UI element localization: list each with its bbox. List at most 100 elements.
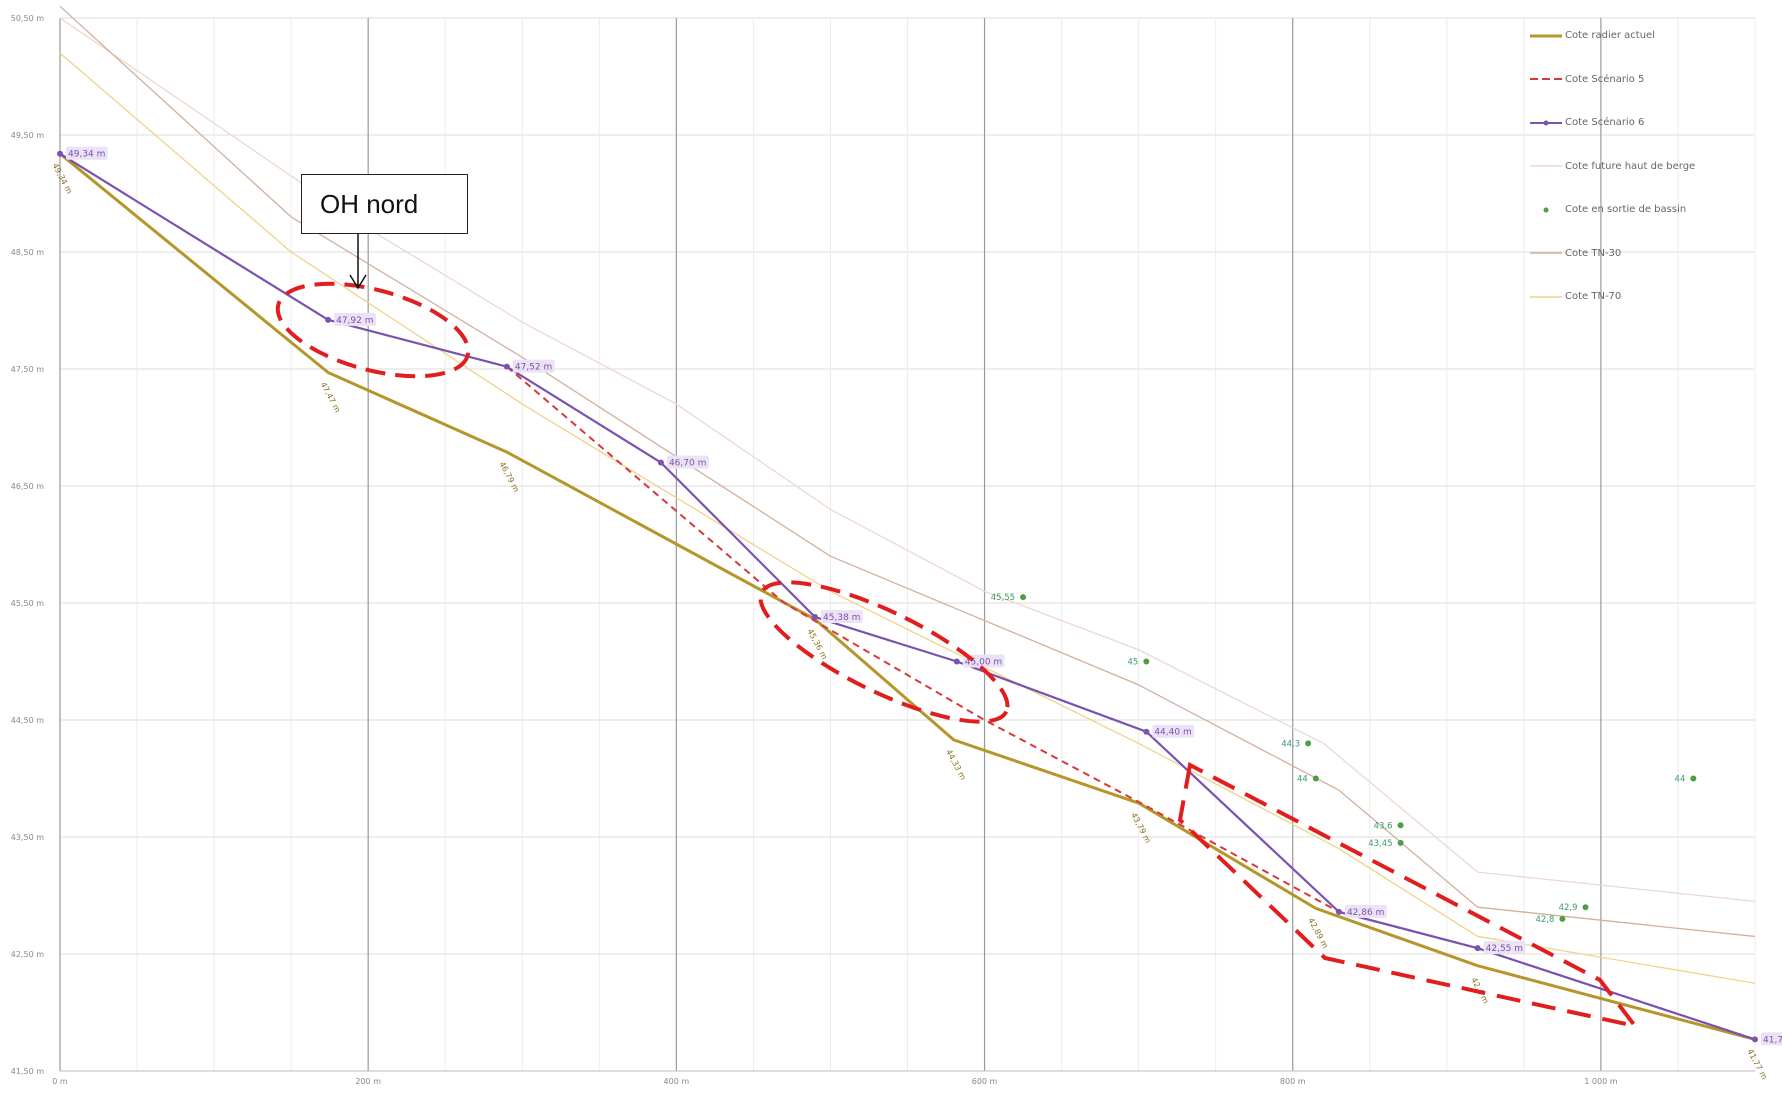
chart-tick-labels: 41,50 m 42,50 m 43,50 m 44,50 m 45,50 m 46,50… xyxy=(11,14,1618,1086)
chart-grid xyxy=(59,17,1756,1072)
data-label-bg xyxy=(334,312,376,326)
data-label-bg xyxy=(66,146,108,160)
data-label-sortie-bassin: 42,9 xyxy=(1559,903,1578,913)
data-label-sortie-bassin: 44 xyxy=(1297,775,1308,785)
data-point-scenario6 xyxy=(325,316,332,323)
legend-swatch xyxy=(1530,291,1562,303)
y-tick-label: 41,50 m xyxy=(11,1067,44,1076)
data-label-scenario6: 42,86 m xyxy=(1347,908,1384,918)
data-point-scenario6 xyxy=(1474,945,1481,952)
data-point-sortie-bassin xyxy=(1305,740,1312,747)
legend-swatch xyxy=(1530,117,1562,129)
data-label-sortie-bassin: 43,45 xyxy=(1368,839,1392,849)
data-point-scenario6 xyxy=(503,363,510,370)
y-tick-label: 50,50 m xyxy=(11,14,44,23)
data-point-sortie-bassin xyxy=(1559,915,1566,922)
series-line xyxy=(59,5,1756,938)
data-point-scenario6 xyxy=(812,614,819,621)
data-label-radier: 43,79 m xyxy=(1129,811,1153,845)
data-label-scenario6: 49,34 m xyxy=(68,150,105,160)
legend-swatch xyxy=(1530,73,1562,85)
data-label-bg xyxy=(962,654,1005,668)
annotation-arrow xyxy=(349,234,367,290)
data-point-scenario6 xyxy=(1335,908,1342,915)
x-tick-label: 800 m xyxy=(1280,1077,1306,1086)
x-tick-label: 200 m xyxy=(355,1077,381,1086)
x-tick-label: 0 m xyxy=(52,1077,68,1086)
data-label-radier: 49,34 m xyxy=(50,162,74,196)
legend-swatch xyxy=(1530,30,1562,42)
legend-item-scenario6: Cote Scénario 6 xyxy=(1530,101,1770,145)
data-label-radier: 46,79 m xyxy=(497,460,521,494)
y-tick-label: 48,50 m xyxy=(11,248,44,257)
data-label-bg xyxy=(1761,1032,1782,1046)
y-tick-label: 44,50 m xyxy=(11,716,44,725)
data-point-scenario6 xyxy=(1752,1036,1758,1043)
data-label-scenario6: 47,52 m xyxy=(515,363,552,373)
legend-label: Cote radier actuel xyxy=(1565,30,1655,42)
chart-legend: Cote radier actuel Cote Scénario 5 Cote … xyxy=(1530,14,1770,319)
series-line xyxy=(59,152,1756,1041)
data-label-scenario6: 47,92 m xyxy=(336,316,373,326)
legend-label: Cote future haut de berge xyxy=(1565,160,1696,172)
data-point-sortie-bassin xyxy=(1143,658,1150,665)
data-point-scenario6 xyxy=(657,459,664,466)
y-tick-label: 46,50 m xyxy=(11,482,44,491)
data-label-sortie-bassin: 44 xyxy=(1675,775,1686,785)
highlight-oh-nord xyxy=(275,281,471,379)
data-label-scenario6: 41,77 m xyxy=(1763,1035,1782,1045)
data-point-sortie-bassin xyxy=(1582,904,1589,911)
data-label-scenario6: 46,70 m xyxy=(669,459,706,469)
highlight-ellipses xyxy=(275,281,1640,1030)
legend-label: Cote en sortie de bassin xyxy=(1565,204,1687,216)
data-label-bg xyxy=(512,359,555,373)
data-label-sortie-bassin: 45 xyxy=(1128,658,1139,668)
annotation-callout: OH nord xyxy=(301,174,468,234)
legend-item-tn30: Cote TN-30 xyxy=(1530,232,1770,276)
data-point-sortie-bassin xyxy=(1397,839,1404,846)
data-label-scenario6: 45,00 m xyxy=(965,658,1002,668)
data-label-radier: 44,33 m xyxy=(944,748,968,782)
highlight-middle xyxy=(758,580,1010,724)
data-label-radier: 41,77 m xyxy=(1745,1047,1769,1081)
data-label-sortie-bassin: 44,3 xyxy=(1281,739,1300,749)
data-point-sortie-bassin xyxy=(1020,594,1027,601)
data-label-bg xyxy=(1344,904,1387,918)
legend-label: Cote Scénario 5 xyxy=(1565,73,1645,85)
legend-swatch xyxy=(1530,204,1562,216)
y-tick-label: 47,50 m xyxy=(11,365,44,374)
legend-label: Cote Scénario 6 xyxy=(1565,117,1645,129)
legend-label: Cote TN-30 xyxy=(1565,247,1622,259)
annotation-text: OH nord xyxy=(320,188,419,219)
data-label-radier: 47,47 m xyxy=(319,381,343,415)
data-label-bg xyxy=(821,610,863,624)
x-tick-label: 1 000 m xyxy=(1584,1077,1617,1086)
data-label-bg xyxy=(666,455,709,469)
data-label-scenario6: 45,38 m xyxy=(823,613,860,623)
legend-item-tn70: Cote TN-70 xyxy=(1530,275,1770,319)
y-tick-label: 42,50 m xyxy=(11,950,44,959)
legend-swatch xyxy=(1530,247,1562,259)
y-tick-label: 49,50 m xyxy=(11,131,44,140)
x-tick-label: 600 m xyxy=(972,1077,998,1086)
data-label-sortie-bassin: 42,8 xyxy=(1535,915,1554,925)
chart-data-labels: 49,34 m47,47 m46,79 m45,36 m44,33 m43,79… xyxy=(50,146,1782,1081)
data-label-sortie-bassin: 43,6 xyxy=(1374,821,1393,831)
data-label-scenario6: 44,40 m xyxy=(1154,728,1191,738)
data-point-scenario6 xyxy=(953,658,960,665)
series-line xyxy=(59,152,1756,1041)
y-tick-label: 45,50 m xyxy=(11,599,44,608)
data-point-scenario6 xyxy=(57,150,63,157)
legend-item-sortie-bassin: Cote en sortie de bassin xyxy=(1530,188,1770,232)
legend-item-radier: Cote radier actuel xyxy=(1530,14,1770,58)
x-tick-label: 400 m xyxy=(664,1077,690,1086)
data-label-scenario6: 42,55 m xyxy=(1486,944,1523,954)
legend-item-scenario5: Cote Scénario 5 xyxy=(1530,58,1770,102)
data-point-sortie-bassin xyxy=(1397,822,1404,829)
legend-swatch xyxy=(1530,160,1562,172)
data-point-scenario6 xyxy=(1143,728,1150,735)
data-label-bg xyxy=(1152,724,1195,738)
highlight-downstream xyxy=(1177,761,1640,1030)
data-label-sortie-bassin: 45,55 xyxy=(991,593,1015,603)
